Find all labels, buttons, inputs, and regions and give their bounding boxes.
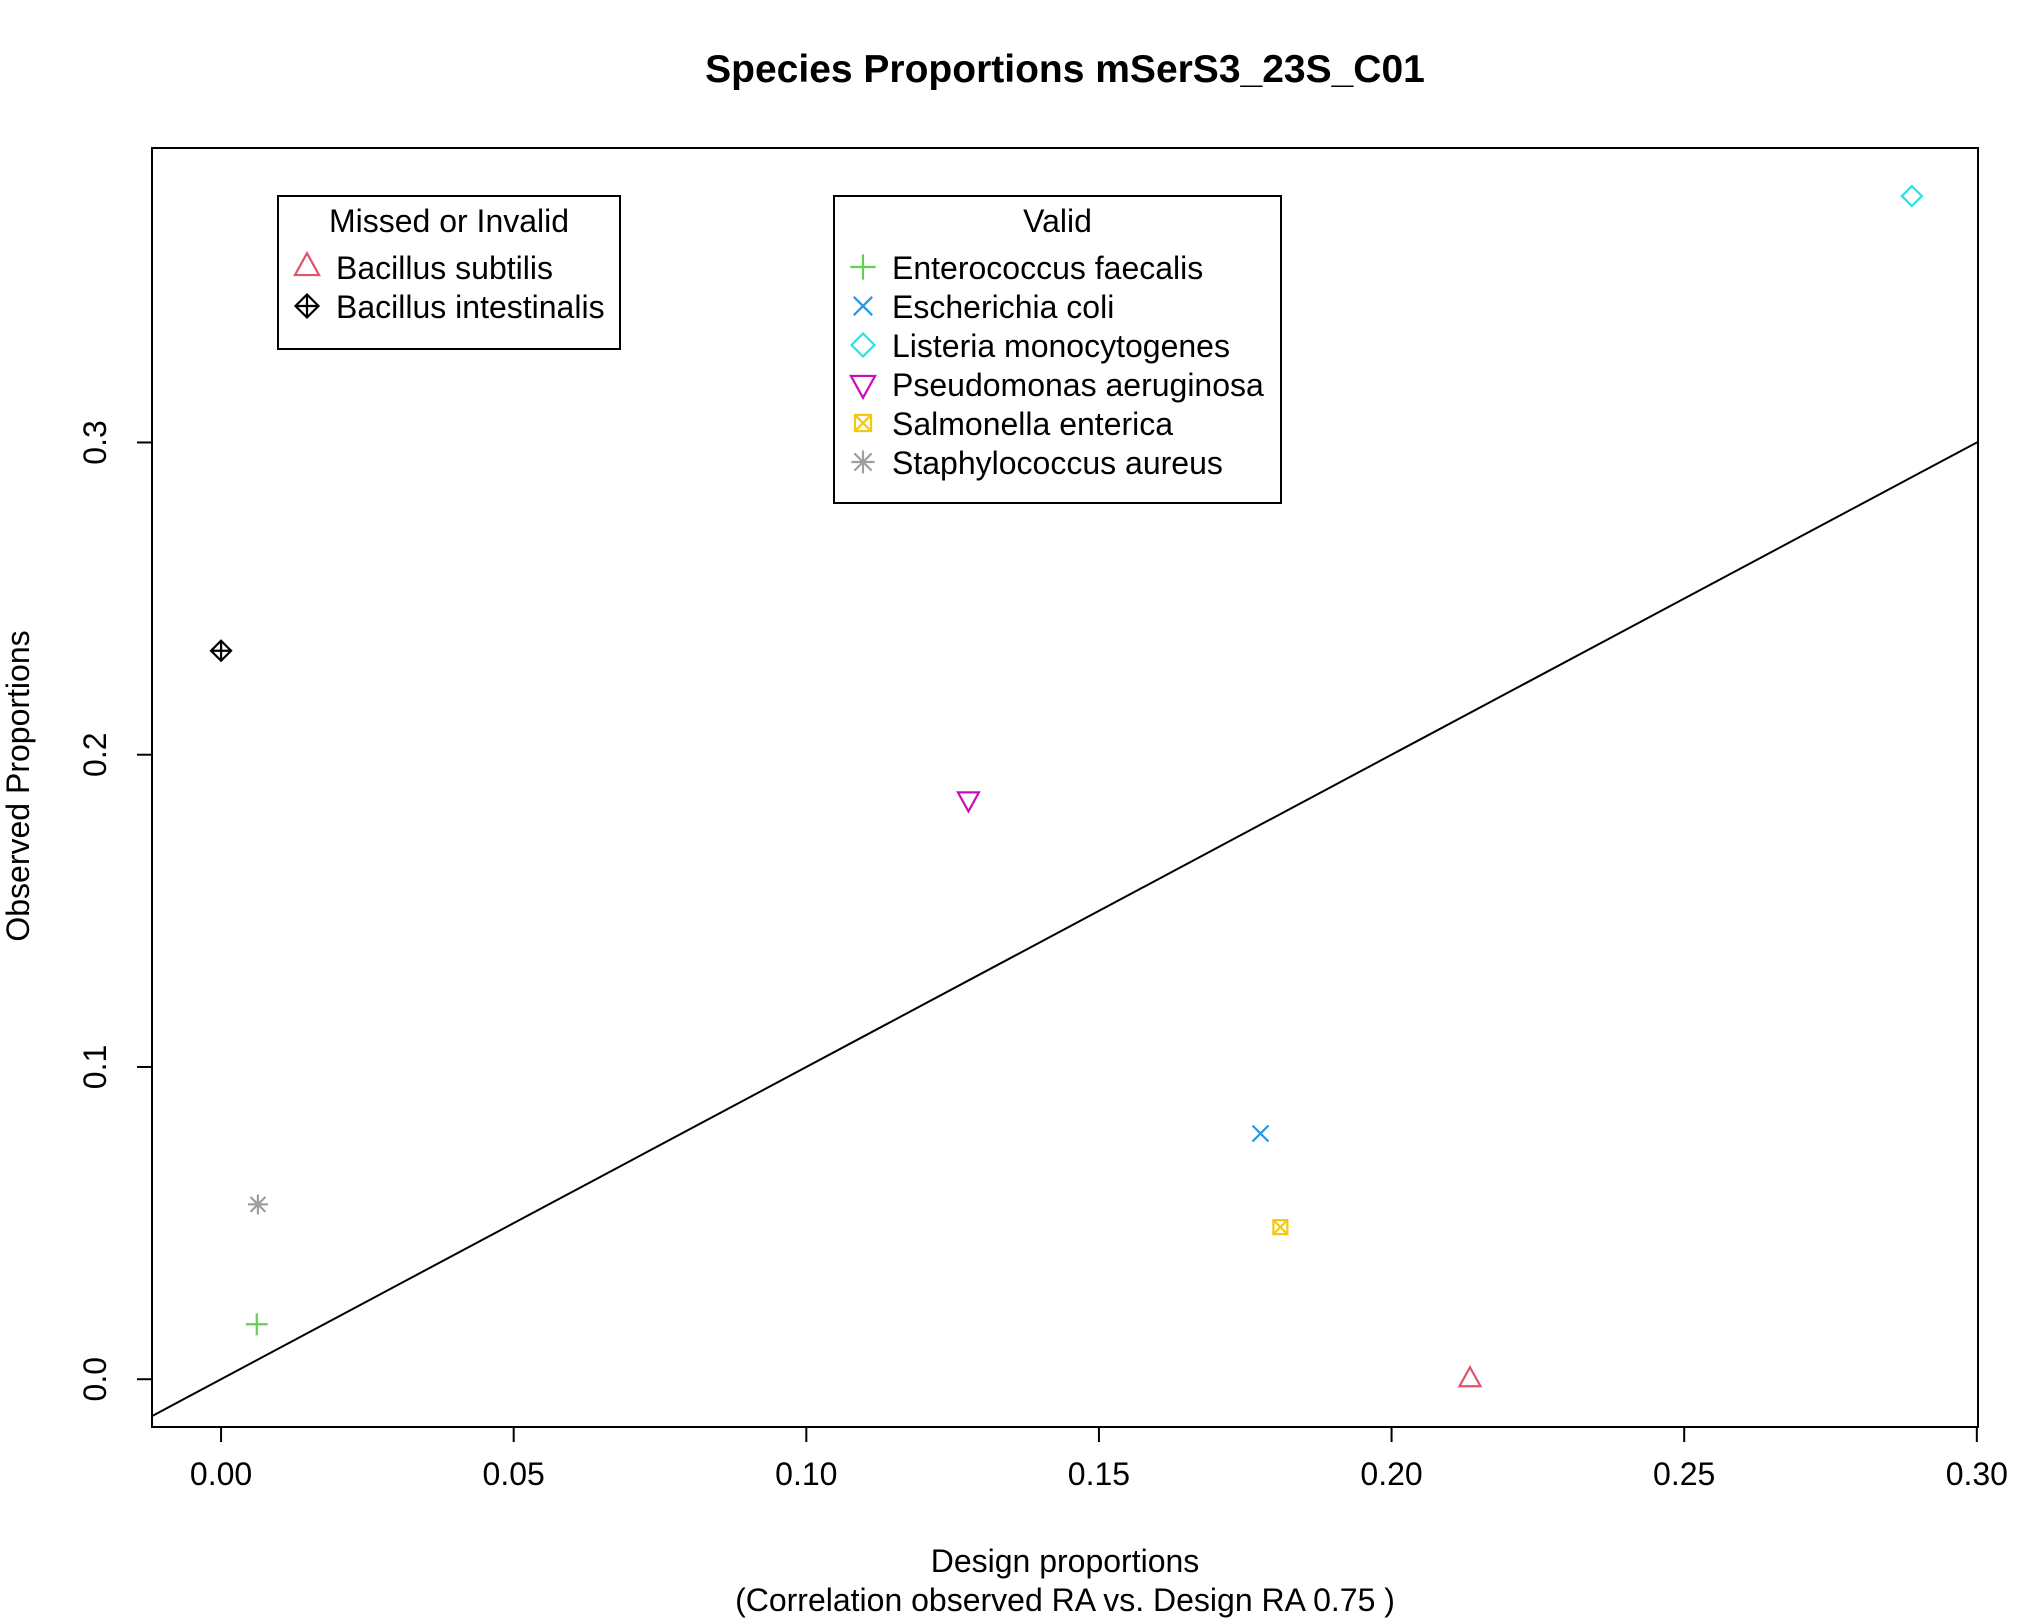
point-listeria-monocytogenes	[1900, 184, 1924, 208]
legend-item-label: Listeria monocytogenes	[892, 328, 1230, 364]
legend-item-label: Pseudomonas aeruginosa	[892, 367, 1264, 403]
legend-marker	[851, 450, 875, 474]
legend-item-staphylococcus-aureus: Staphylococcus aureus	[851, 445, 1223, 481]
legend-title: Missed or Invalid	[329, 203, 569, 239]
legend-box	[277, 195, 621, 350]
legend-marker	[849, 374, 877, 401]
legend-box	[833, 195, 1282, 504]
x-tick-label: 0.30	[1946, 1456, 2008, 1492]
legend-item-escherichia-coli: Escherichia coli	[853, 289, 1114, 325]
chart-title: Species Proportions mSerS3_23S_C01	[705, 48, 1425, 91]
legend-item-enterococcus-faecalis: Enterococcus faecalis	[850, 250, 1203, 286]
legend-item-bacillus-intestinalis: Bacillus intestinalis	[293, 289, 605, 325]
legend-marker	[853, 413, 873, 433]
legend-title: Valid	[1023, 203, 1092, 239]
y-tick-label: 0.0	[77, 1357, 113, 1401]
y-tick-label: 0.1	[77, 1045, 113, 1089]
legend-marker	[849, 331, 877, 359]
y-axis-label: Observed Proportions	[0, 630, 36, 941]
x-tick-label: 0.05	[483, 1456, 545, 1492]
x-tick-label: 0.25	[1653, 1456, 1715, 1492]
point-bacillus-intestinalis	[209, 639, 233, 663]
x-tick-label: 0.20	[1360, 1456, 1422, 1492]
x-tick-label: 0.00	[190, 1456, 252, 1492]
y-tick-label: 0.3	[77, 420, 113, 464]
legend-item-label: Bacillus intestinalis	[336, 289, 605, 325]
legend-item-label: Enterococcus faecalis	[892, 250, 1203, 286]
y-tick-label: 0.2	[77, 732, 113, 776]
legend-marker	[850, 254, 876, 280]
x-axis-label: Design proportions	[931, 1543, 1200, 1579]
point-escherichia-coli	[1251, 1124, 1270, 1143]
data-points	[209, 184, 1924, 1388]
point-pseudomonas-aeruginosa	[956, 791, 981, 814]
legend-marker	[293, 250, 321, 277]
legend-missed-or-invalid: Missed or Invalid Bacillus subtilisBacill…	[277, 195, 621, 350]
x-axis-sublabel: (Correlation observed RA vs. Design RA 0…	[735, 1582, 1395, 1618]
legend-item-label: Salmonella enterica	[892, 406, 1173, 442]
legend-item-salmonella-enterica: Salmonella enterica	[853, 406, 1173, 442]
legend-marker	[293, 292, 321, 320]
point-salmonella-enterica	[1272, 1219, 1289, 1236]
x-axis: 0.00 0.05 0.10 0.15 0.20 0.25 0.30	[190, 1426, 2008, 1492]
x-tick-label: 0.10	[775, 1456, 837, 1492]
legend-item-bacillus-subtilis: Bacillus subtilis	[293, 250, 553, 286]
x-tick-label: 0.15	[1068, 1456, 1130, 1492]
point-enterococcus-faecalis	[245, 1313, 268, 1336]
legend-item-label: Staphylococcus aureus	[892, 445, 1223, 481]
legend-item-pseudomonas-aeruginosa: Pseudomonas aeruginosa	[849, 367, 1264, 403]
reference-line	[152, 440, 1978, 1417]
point-bacillus-subtilis	[1457, 1364, 1483, 1388]
y-axis: 0.0 0.1 0.2 0.3	[77, 420, 153, 1401]
legend-item-label: Bacillus subtilis	[336, 250, 553, 286]
plot-area: 0.00 0.05 0.10 0.15 0.20 0.25 0.30 0.0 0.1 0.2 0.3…	[77, 147, 2008, 1492]
legend-item-listeria-monocytogenes: Listeria monocytogenes	[849, 328, 1230, 364]
legend-marker	[853, 296, 873, 316]
point-staphylococcus-aureus	[247, 1194, 268, 1215]
legend-item-label: Escherichia coli	[892, 289, 1114, 325]
